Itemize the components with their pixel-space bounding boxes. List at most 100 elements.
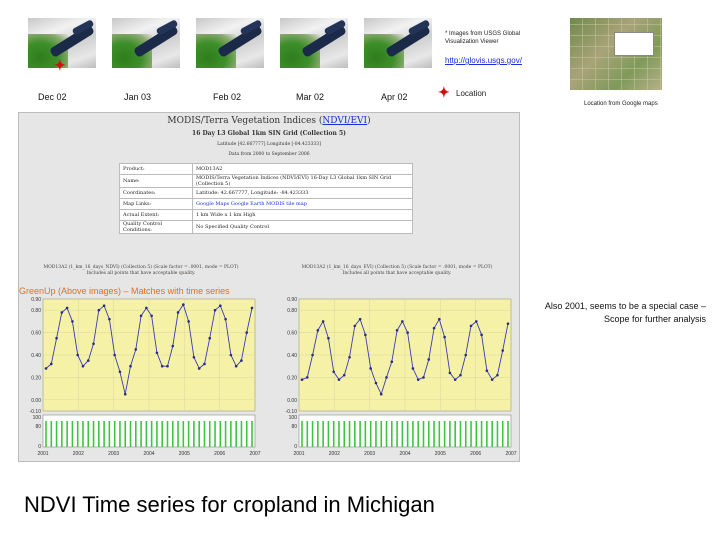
data-point: [395, 329, 399, 332]
x-tick-label: 2004: [399, 451, 410, 457]
data-point: [422, 376, 425, 379]
y-tick-label: 0.20: [31, 375, 41, 381]
data-point: [160, 364, 164, 368]
y-tick-label: -0.10: [30, 409, 42, 415]
data-point: [166, 364, 169, 368]
data-point: [150, 314, 153, 318]
x-tick-label: 2006: [470, 451, 481, 457]
map-info-bubble: [614, 32, 654, 56]
thumbnail-label-mar: Mar 02: [296, 92, 325, 102]
data-point: [208, 336, 212, 340]
data-point: [182, 303, 185, 306]
data-point: [316, 329, 320, 332]
satellite-thumbnail-dec: [28, 18, 96, 68]
data-point: [348, 355, 351, 359]
data-point: [102, 304, 106, 308]
data-point: [353, 324, 357, 328]
main-title: NDVI Time series for cropland in Michiga…: [24, 492, 435, 517]
satellite-thumbnail-jan: [112, 18, 180, 68]
data-point: [327, 336, 330, 340]
modis-info-table: Product: MOD13A2 Name: MODIS/Terra Vegetat…: [119, 163, 413, 234]
qc-tick-label: 80: [35, 424, 41, 430]
data-point: [374, 381, 378, 385]
data-point: [480, 333, 483, 337]
x-tick-label: 2006: [214, 451, 225, 457]
evi-chart-right: MOD13A2 (1_km_16_days_EVI) (Collection 5…: [277, 263, 517, 459]
side-note: Also 2001, seems to be a special case – …: [544, 301, 706, 324]
data-point: [438, 317, 441, 321]
legend-marker-icon: ✦: [438, 84, 450, 100]
data-point: [134, 348, 138, 351]
data-point: [123, 392, 127, 396]
modis-title: MODIS/Terra Vegetation Indices (NDVI/EVI…: [167, 116, 371, 126]
data-point: [385, 376, 388, 379]
modis-coords-line: Latitude [42.667777] Longitude [-84.4233…: [217, 142, 321, 147]
greenup-note: GreenUp (Above images) – Matches with ti…: [19, 286, 230, 296]
x-tick-label: 2001: [37, 451, 48, 457]
x-tick-label: 2002: [329, 451, 340, 457]
qc-tick-label: 100: [33, 415, 42, 421]
location-marker-icon: ✦: [54, 57, 66, 73]
data-point: [416, 378, 420, 381]
data-point: [240, 359, 243, 362]
table-row: Actual Extent: 1 km Wide x 1 km High: [119, 209, 413, 221]
ndvi-chart-left-svg: 0.90 0.80 0.60 0.40 0.20 0.00 -0.10 2001 2002 200…: [30, 297, 261, 457]
thumbnail-label-apr: Apr 02: [381, 92, 408, 102]
source-link[interactable]: http://glovis.usgs.gov/: [445, 56, 522, 65]
map-caption: Location from Google maps: [584, 101, 658, 107]
data-point: [379, 392, 383, 396]
data-point: [369, 367, 372, 370]
data-point: [192, 355, 196, 359]
data-point: [305, 376, 309, 379]
table-row: Coordinates: Latitude: 42.667777, Longitu…: [119, 187, 413, 199]
evi-chart-right-svg: 0.90 0.80 0.60 0.40 0.20 0.00 -0.10 2001 2002 200…: [286, 297, 517, 457]
y-tick-label: 0.90: [287, 297, 297, 303]
table-row: Quality Control Conditions: No Specified …: [119, 220, 413, 234]
data-point: [337, 378, 341, 381]
data-point: [97, 308, 101, 312]
data-point: [219, 304, 222, 308]
left-chart-header: MOD13A2 (1_km_16_days_NDVI) (Collection …: [43, 265, 239, 270]
data-point: [44, 367, 48, 370]
qc-strip: [42, 414, 256, 448]
x-tick-label: 2004: [143, 451, 154, 457]
x-tick-label: 2002: [73, 451, 84, 457]
y-tick-label: 0.40: [31, 353, 41, 359]
data-point: [92, 342, 95, 346]
y-tick-label: 0.80: [31, 308, 41, 314]
y-tick-label: 0.00: [287, 398, 297, 404]
data-point: [81, 364, 85, 368]
data-point: [139, 314, 143, 318]
thumbnail-label-jan: Jan 03: [124, 92, 152, 102]
data-point: [176, 311, 180, 314]
data-point: [464, 353, 468, 357]
x-tick-label: 2001: [293, 451, 304, 457]
y-tick-label: 0.40: [287, 353, 297, 359]
data-point: [213, 308, 217, 312]
data-point: [60, 311, 64, 314]
right-chart-header: MOD13A2 (1_km_16_days_EVI) (Collection 5…: [301, 265, 493, 270]
x-tick-label: 2005: [435, 451, 446, 457]
qc-tick-label: 0: [294, 444, 297, 450]
data-point: [427, 358, 431, 361]
series-line: [45, 303, 253, 395]
series-line: [301, 318, 509, 396]
data-point: [224, 317, 227, 321]
modis-title-link[interactable]: NDVI/EVI: [322, 116, 368, 126]
data-point: [71, 320, 74, 323]
satellite-thumbnail-feb: [196, 18, 264, 68]
data-point: [129, 364, 132, 368]
data-point: [311, 353, 314, 357]
data-point: [432, 326, 436, 330]
data-point: [501, 349, 505, 352]
x-tick-label: 2003: [364, 451, 375, 457]
data-point: [469, 324, 473, 328]
qc-tick-label: 100: [289, 415, 298, 421]
data-point: [49, 362, 53, 366]
data-point: [145, 306, 148, 310]
data-point: [411, 367, 415, 370]
x-tick-label: 2007: [505, 451, 516, 457]
source-note: * Images from USGS Global Visualization …: [445, 31, 521, 45]
x-tick-label: 2003: [108, 451, 119, 457]
data-point: [485, 369, 489, 372]
